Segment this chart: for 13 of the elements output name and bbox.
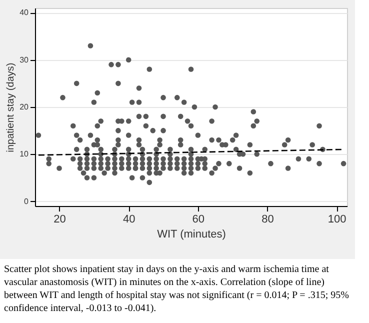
y-tick-label: 10 [20,150,30,159]
x-axis-title: WIT (minutes) [157,228,226,240]
text: Scatter plot shows inpatient stay in days on the y-axis and warm ischemia time at vascular anastomosis (WIT) in minutes on the x-axis. Correlation (slope of line) between WIT and length of hospital stay was not significant (r = 0.014; P = .315; 95% confidence interval, -0.013 to -0.041). [3,263,350,315]
y-tick-label: 0 [24,196,30,206]
y-tick-label: 20 [20,102,30,112]
x-tick-label: 80 [262,214,274,226]
y-tick-label: 40 [20,8,30,18]
x-tick-label: 100 [328,214,346,226]
x-tick-label: 60 [192,214,205,226]
x-tick-label: 40 [122,214,136,226]
y-axis-title: inpatient stay (days) [6,62,17,152]
x-tick-label: 20 [54,214,66,226]
y-tick-label: 30 [20,55,30,64]
